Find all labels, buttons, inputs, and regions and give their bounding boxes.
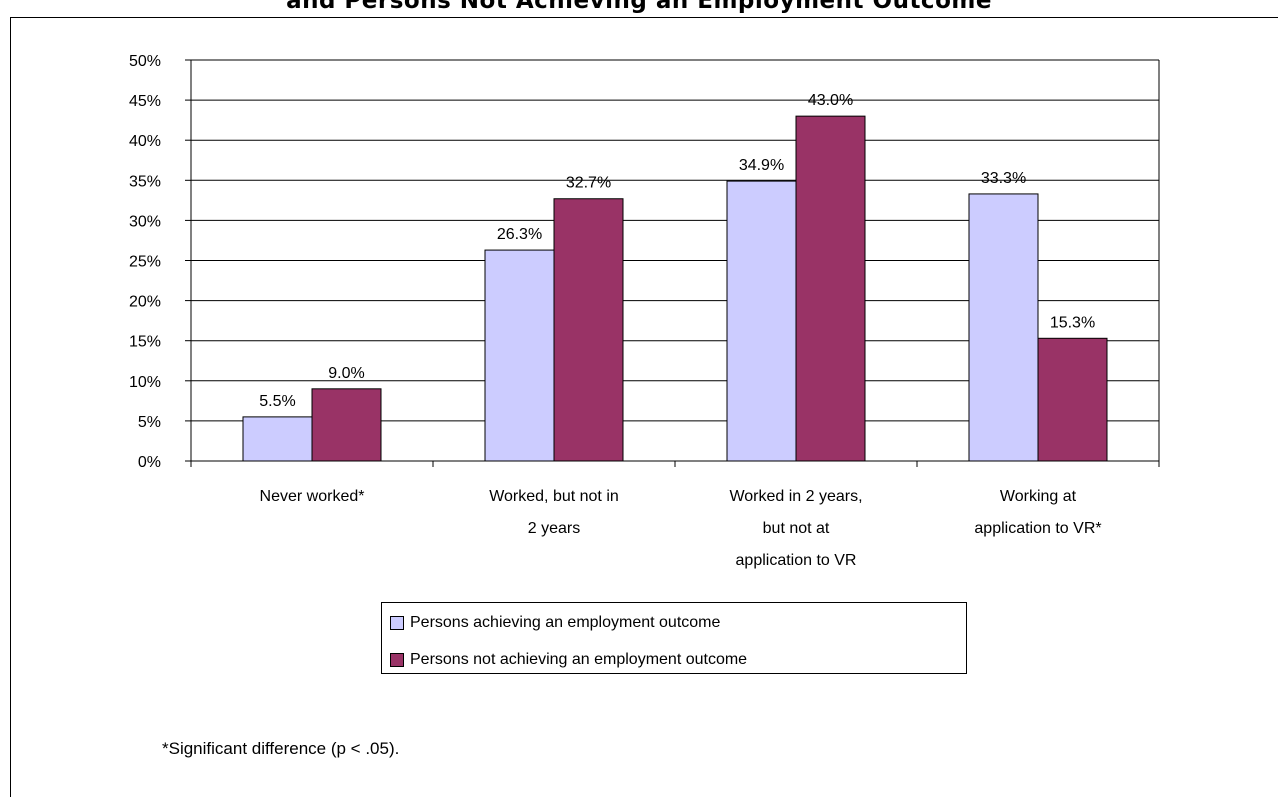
axes: 0% 5% 10% 15% 20% 25% 30% 35% 40% 45% 50% Never wor… bbox=[129, 53, 1160, 569]
x-tick-label: application to VR bbox=[736, 552, 857, 569]
legend-swatch-series1 bbox=[390, 616, 404, 630]
y-tick-label: 40% bbox=[129, 133, 161, 150]
legend-label-series2: Persons not achieving an employment outc… bbox=[410, 651, 748, 668]
bar-2-4 bbox=[1037, 337, 1108, 462]
data-label: 34.9% bbox=[739, 157, 784, 174]
y-tick-label: 10% bbox=[129, 374, 161, 391]
data-label: 32.7% bbox=[566, 175, 611, 192]
data-label: 5.5% bbox=[259, 393, 295, 410]
legend-swatch-series2 bbox=[390, 653, 404, 667]
x-tick-label: 2 years bbox=[528, 520, 580, 537]
bar-2-1 bbox=[311, 388, 382, 462]
data-label: 15.3% bbox=[1050, 314, 1095, 331]
y-tick-label: 30% bbox=[129, 213, 161, 230]
data-label: 33.3% bbox=[981, 170, 1026, 187]
data-label: 26.3% bbox=[497, 226, 542, 243]
legend-item-series2: Persons not achieving an employment outc… bbox=[390, 649, 747, 671]
legend-label-series1: Persons achieving an employment outcome bbox=[410, 614, 721, 631]
y-tick-label: 0% bbox=[138, 454, 161, 471]
y-tick-label: 45% bbox=[129, 93, 161, 110]
chart-title: and Persons Not Achieving an Employment … bbox=[286, 0, 992, 14]
y-tick-label: 20% bbox=[129, 294, 161, 311]
chart-frame bbox=[10, 17, 1278, 797]
y-tick-label: 35% bbox=[129, 173, 161, 190]
y-tick-label: 50% bbox=[129, 53, 161, 70]
data-label: 43.0% bbox=[808, 92, 853, 109]
bar-1-2 bbox=[484, 249, 555, 462]
y-tick-label: 15% bbox=[129, 334, 161, 351]
data-labels: 5.5% 9.0% 26.3% 32.7% 34.9% 43.0% 33.3% 15.3% bbox=[259, 92, 1095, 410]
x-tick-label: Worked, but not in bbox=[489, 488, 619, 505]
bars bbox=[242, 115, 1108, 462]
data-label: 9.0% bbox=[328, 365, 364, 382]
bar-1-3 bbox=[726, 180, 797, 462]
y-tick-label: 5% bbox=[138, 414, 161, 431]
x-tick-label: application to VR* bbox=[974, 520, 1101, 537]
bar-1-4 bbox=[968, 193, 1039, 462]
y-tick-label: 25% bbox=[129, 254, 161, 271]
footnote: *Significant difference (p < .05). bbox=[162, 739, 400, 758]
bar-2-3 bbox=[795, 115, 866, 462]
x-tick-label: Worked in 2 years, bbox=[729, 488, 862, 505]
bar-chart: 0% 5% 10% 15% 20% 25% 30% 35% 40% 45% 50% Never wor… bbox=[129, 53, 1160, 569]
x-tick-label: but not at bbox=[763, 520, 830, 537]
bar-2-2 bbox=[553, 198, 624, 462]
legend-item-series1: Persons achieving an employment outcome bbox=[390, 612, 720, 634]
x-tick-label: Working at bbox=[1000, 488, 1077, 505]
x-tick-label: Never worked* bbox=[260, 488, 365, 505]
legend: Persons achieving an employment outcome … bbox=[381, 602, 967, 674]
bar-1-1 bbox=[242, 416, 313, 462]
